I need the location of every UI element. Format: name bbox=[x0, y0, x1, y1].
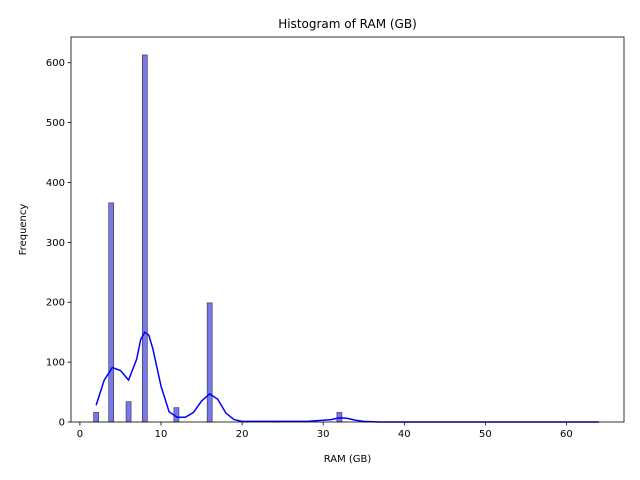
histogram-bar bbox=[108, 202, 115, 423]
axes-frame bbox=[70, 36, 625, 423]
x-tick-label: 20 bbox=[236, 429, 249, 440]
y-tick-label: 200 bbox=[46, 298, 65, 309]
histogram-bar bbox=[93, 412, 99, 423]
x-tick-label: 10 bbox=[155, 429, 168, 440]
kde-curve bbox=[95, 331, 599, 423]
y-tick-label: 500 bbox=[46, 118, 65, 129]
y-tick-label: 0 bbox=[59, 418, 65, 429]
x-axis-label: RAM (GB) bbox=[324, 454, 372, 465]
y-tick-label: 400 bbox=[46, 178, 65, 189]
x-tick-label: 60 bbox=[560, 429, 573, 440]
chart-title: Histogram of RAM (GB) bbox=[278, 17, 417, 31]
histogram-bar bbox=[125, 401, 132, 423]
x-tick-label: 30 bbox=[317, 429, 330, 440]
histogram-bar bbox=[141, 54, 148, 423]
x-tick-label: 0 bbox=[77, 429, 83, 440]
y-axis-label: Frequency bbox=[18, 204, 29, 256]
y-tick-label: 300 bbox=[46, 238, 65, 249]
histogram-bar bbox=[206, 302, 213, 423]
x-tick-label: 40 bbox=[398, 429, 411, 440]
y-tick-label: 600 bbox=[46, 58, 65, 69]
x-tick-label: 50 bbox=[479, 429, 492, 440]
y-tick-label: 100 bbox=[46, 358, 65, 369]
